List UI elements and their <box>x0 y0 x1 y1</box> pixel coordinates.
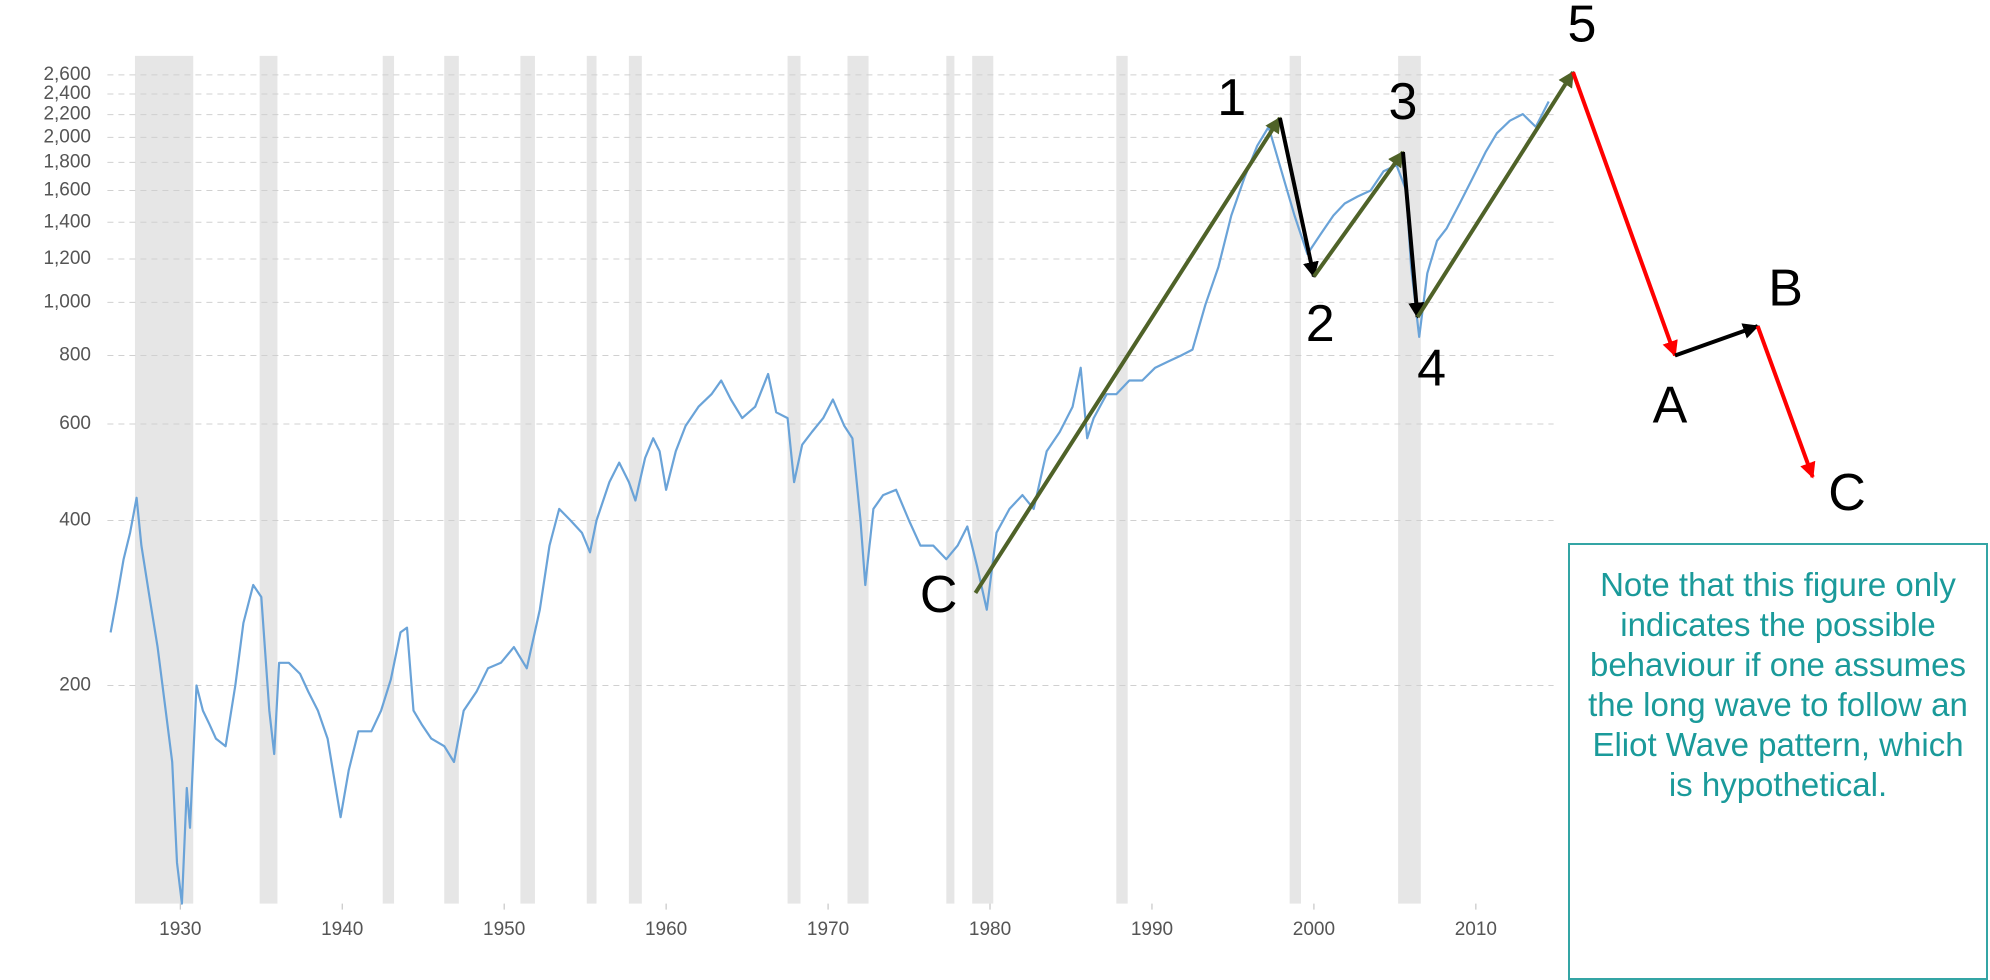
wave-label: 2 <box>1306 295 1335 353</box>
y-tick-label: 1,600 <box>43 179 91 200</box>
wave-arrow <box>1674 323 1760 358</box>
recession-band <box>520 55 535 904</box>
wave-arrow <box>973 116 1282 595</box>
wave-arrow <box>1400 151 1425 319</box>
wave-label: C <box>1828 464 1866 522</box>
y-tick-label: 1,400 <box>43 211 91 232</box>
y-tick-label: 800 <box>59 344 91 365</box>
y-tick-label: 2,200 <box>43 104 91 125</box>
wave-label: C <box>920 566 958 624</box>
wave-label: 5 <box>1567 0 1596 53</box>
y-tick-label: 600 <box>59 413 91 434</box>
recession-band <box>1289 55 1301 904</box>
wave-arrow <box>1755 325 1816 479</box>
x-tick-label: 1990 <box>1131 919 1173 940</box>
wave-label: 3 <box>1389 73 1418 131</box>
recession-band <box>259 55 278 904</box>
wave-arrow <box>1415 70 1575 319</box>
x-tick-label: 2010 <box>1455 919 1497 940</box>
x-tick-label: 1960 <box>645 919 687 940</box>
recession-band <box>444 55 459 904</box>
recession-band <box>847 55 869 904</box>
wave-arrow <box>1277 117 1319 278</box>
wave-label: 1 <box>1217 69 1246 127</box>
x-tick-label: 1930 <box>159 919 201 940</box>
x-tick-label: 1940 <box>321 919 363 940</box>
note-box: Note that this figure only indicates the… <box>1568 543 1988 980</box>
y-tick-label: 400 <box>59 509 91 530</box>
recession-band <box>628 55 642 904</box>
x-tick-label: 1970 <box>807 919 849 940</box>
y-tick-label: 2,400 <box>43 83 91 104</box>
recession-band <box>946 55 955 904</box>
recession-band <box>972 55 994 904</box>
recession-band <box>134 55 194 904</box>
wave-label: 4 <box>1417 339 1446 397</box>
y-tick-label: 2,000 <box>43 126 91 147</box>
y-tick-label: 1,800 <box>43 151 91 172</box>
wave-label: A <box>1653 377 1688 435</box>
y-tick-label: 2,600 <box>43 64 91 85</box>
wave-arrow <box>1571 71 1678 357</box>
recession-band <box>382 55 395 904</box>
y-tick-label: 200 <box>59 674 91 695</box>
recession-band <box>1116 55 1128 904</box>
recession-band <box>586 55 597 904</box>
x-tick-label: 2000 <box>1293 919 1335 940</box>
x-tick-label: 1950 <box>483 919 525 940</box>
x-tick-label: 1980 <box>969 919 1011 940</box>
wave-arrow <box>1312 150 1405 278</box>
wave-label: B <box>1768 260 1803 318</box>
recession-band <box>1398 55 1421 904</box>
y-tick-label: 1,200 <box>43 248 91 269</box>
y-tick-label: 1,000 <box>43 291 91 312</box>
